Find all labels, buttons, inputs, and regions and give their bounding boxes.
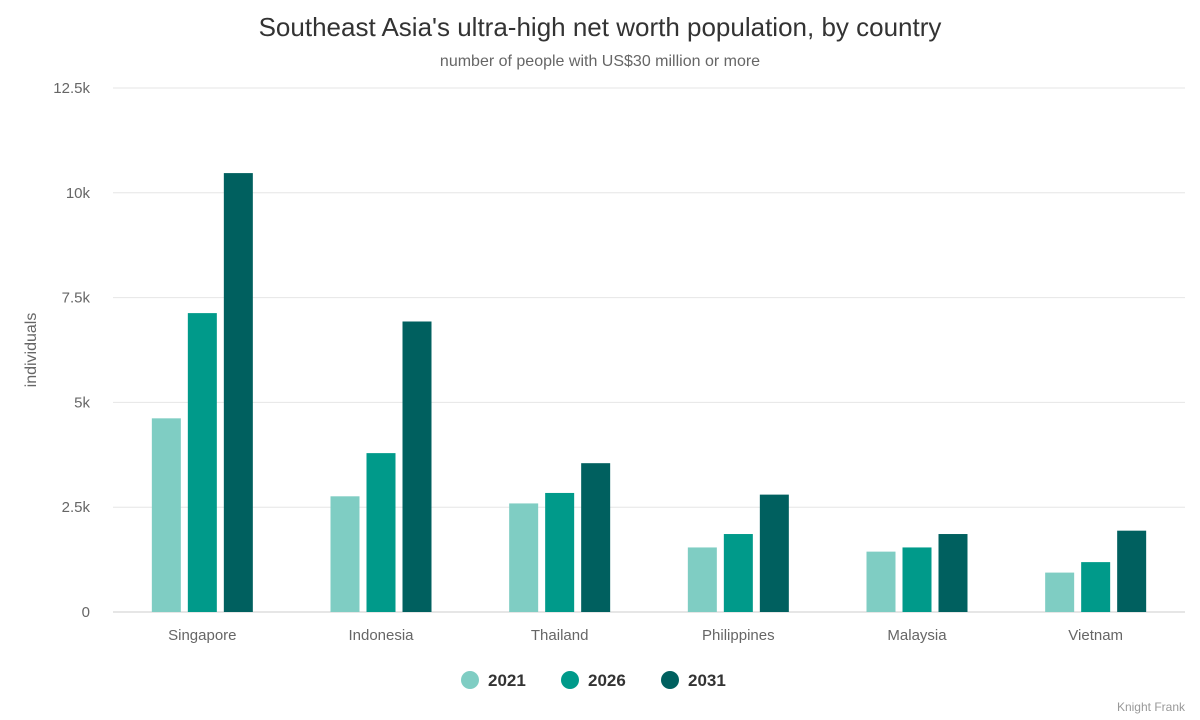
bar-singapore-2021[interactable] [151, 418, 181, 612]
bar-indonesia-2031[interactable] [402, 321, 432, 612]
bar-malaysia-2026[interactable] [902, 547, 932, 612]
y-tick-label: 2.5k [62, 499, 91, 516]
bar-thailand-2021[interactable] [509, 503, 539, 612]
bar-indonesia-2026[interactable] [366, 453, 396, 612]
bar-vietnam-2031[interactable] [1117, 530, 1147, 612]
bar-philippines-2026[interactable] [723, 534, 753, 612]
legend-item-2021[interactable]: 2021 [461, 671, 526, 690]
y-tick-label: 12.5k [53, 80, 90, 97]
bar-malaysia-2021[interactable] [866, 551, 896, 612]
y-axis-title: individuals [23, 313, 40, 388]
x-tick-label: Vietnam [1068, 627, 1123, 644]
bar-thailand-2031[interactable] [581, 463, 611, 612]
legend-swatch [661, 671, 679, 689]
y-tick-label: 7.5k [62, 290, 91, 307]
x-tick-label: Malaysia [887, 627, 947, 644]
bar-singapore-2031[interactable] [223, 173, 253, 612]
bar-vietnam-2021[interactable] [1045, 572, 1075, 612]
legend-label: 2031 [688, 671, 726, 690]
legend-item-2026[interactable]: 2026 [561, 671, 626, 690]
chart-title: Southeast Asia's ultra-high net worth po… [259, 12, 942, 42]
y-axis-ticks: 0 2.5k 5k 7.5k 10k 12.5k [53, 80, 90, 621]
bar-indonesia-2021[interactable] [330, 496, 360, 612]
legend-item-2031[interactable]: 2031 [661, 671, 726, 690]
gridlines [113, 87, 1185, 613]
x-tick-label: Philippines [702, 627, 775, 644]
bars [151, 173, 1147, 612]
x-axis-ticks: Singapore Indonesia Thailand Philippines Mal… [168, 627, 1123, 644]
bar-singapore-2026[interactable] [187, 313, 217, 612]
y-tick-label: 0 [82, 604, 90, 621]
y-tick-label: 10k [66, 185, 91, 202]
x-tick-label: Thailand [531, 627, 589, 644]
legend: 2021 2026 2031 [461, 671, 726, 690]
bar-malaysia-2031[interactable] [938, 534, 968, 612]
bar-philippines-2021[interactable] [687, 547, 717, 612]
legend-swatch [561, 671, 579, 689]
legend-swatch [461, 671, 479, 689]
bar-thailand-2026[interactable] [545, 492, 575, 612]
bar-vietnam-2026[interactable] [1081, 562, 1111, 612]
legend-label: 2026 [588, 671, 626, 690]
legend-label: 2021 [488, 671, 526, 690]
x-tick-label: Singapore [168, 627, 236, 644]
x-tick-label: Indonesia [348, 627, 414, 644]
bar-philippines-2031[interactable] [759, 494, 789, 612]
chart-subtitle: number of people with US$30 million or m… [440, 53, 760, 70]
credit-label[interactable]: Knight Frank [1117, 700, 1186, 714]
y-tick-label: 5k [74, 394, 90, 411]
